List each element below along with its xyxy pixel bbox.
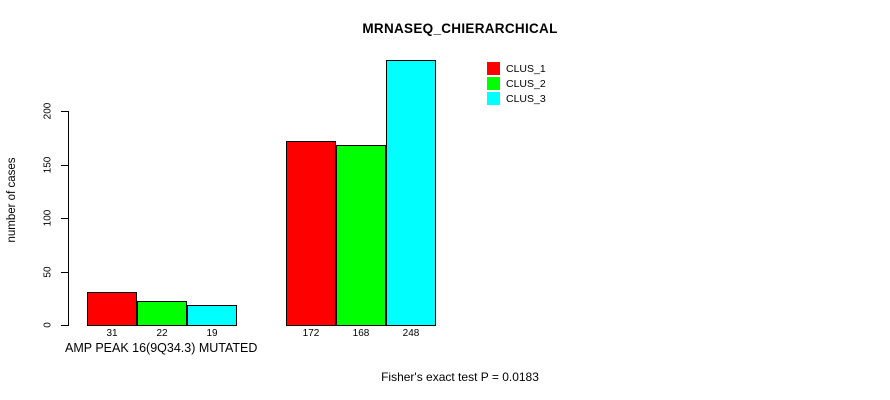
fisher-test-note: Fisher's exact test P = 0.0183 — [381, 370, 539, 384]
legend-item-clus_2: CLUS_2 — [487, 76, 546, 91]
bar-value-label: 248 — [402, 328, 420, 339]
legend-swatch-icon — [487, 92, 500, 105]
legend-swatch-icon — [487, 62, 500, 75]
y-axis-tick — [61, 111, 68, 112]
y-axis-tick — [61, 164, 68, 166]
bar-clus_1-group-1 — [87, 291, 137, 326]
legend-swatch-icon — [487, 77, 500, 90]
bar-value-label: 168 — [352, 328, 370, 339]
y-axis-tick — [61, 325, 68, 326]
y-axis-tick-label: 200 — [42, 102, 54, 120]
bar-clus_1-group-2 — [286, 140, 336, 326]
legend-item-clus_1: CLUS_1 — [487, 61, 546, 76]
bar-clus_3-group-1 — [187, 304, 237, 326]
bar-value-label: 22 — [156, 328, 168, 339]
legend: CLUS_1 CLUS_2 CLUS_3 — [487, 61, 546, 106]
y-axis-tick — [61, 218, 68, 219]
y-axis-tick-label: 0 — [42, 322, 54, 328]
bar-clus_2-group-2 — [336, 145, 386, 326]
legend-item-clus_3: CLUS_3 — [487, 91, 546, 106]
legend-label: CLUS_2 — [506, 77, 546, 90]
y-axis-tick-label: 50 — [42, 265, 54, 278]
bar-clus_2-group-1 — [137, 301, 187, 326]
bar-clus_3-group-2 — [386, 59, 436, 326]
x-axis-label: AMP PEAK 16(9Q34.3) MUTATED — [65, 341, 258, 355]
bar-value-label: 19 — [206, 328, 218, 339]
chart-title: MRNASEQ_CHIERARCHICAL — [362, 21, 558, 36]
legend-label: CLUS_3 — [506, 92, 546, 105]
y-axis-tick-label: 100 — [42, 209, 54, 227]
bar-value-label: 31 — [106, 328, 118, 339]
bar-value-label: 172 — [302, 328, 320, 339]
y-axis-line — [68, 111, 69, 326]
y-axis-title: number of cases — [6, 157, 18, 243]
legend-label: CLUS_1 — [506, 62, 546, 75]
y-axis-tick-label: 150 — [42, 156, 54, 173]
y-axis-tick — [61, 271, 68, 273]
